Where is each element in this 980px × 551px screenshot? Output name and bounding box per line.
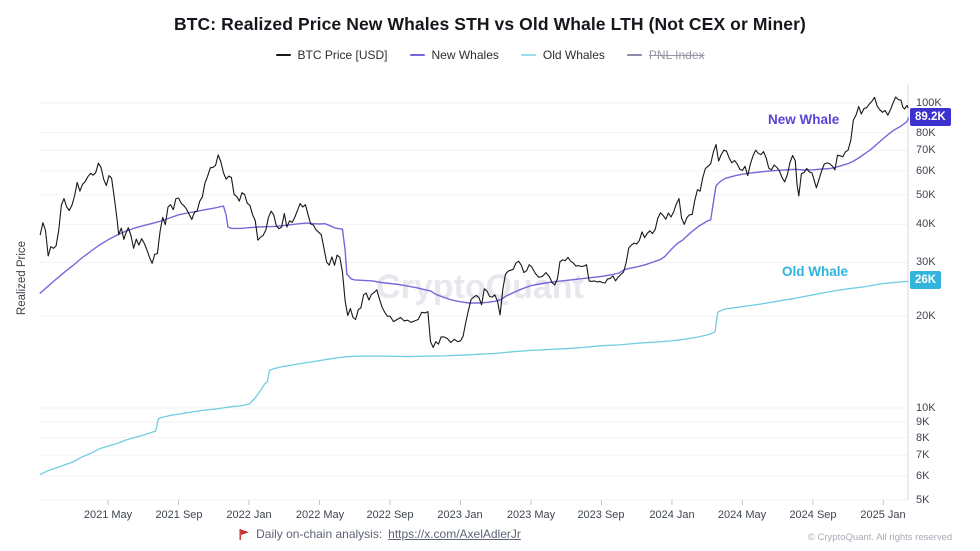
legend-dash-icon: [409, 54, 425, 56]
y-axis-tick-label: 100K: [916, 97, 942, 109]
y-axis-tick-label: 50K: [916, 189, 936, 201]
x-axis-tick-label: 2025 Jan: [860, 509, 906, 521]
legend: BTC Price [USD] New Whales Old Whales PN…: [0, 48, 980, 62]
x-axis-tick-label: 2022 May: [295, 509, 345, 521]
x-axis-tick-label: 2022 Jan: [226, 509, 272, 521]
legend-item-new-whales[interactable]: New Whales: [409, 48, 499, 62]
legend-item-pnl-index[interactable]: PNL Index: [626, 48, 705, 62]
legend-label: BTC Price [USD]: [297, 48, 388, 62]
y-axis-tick-label: 8K: [916, 432, 930, 444]
y-axis-tick-label: 40K: [916, 218, 936, 230]
old-whale-annotation: Old Whale: [782, 264, 849, 279]
legend-dash-icon: [275, 54, 291, 56]
legend-label: New Whales: [431, 48, 499, 62]
new-whale-value-badge: 89.2K: [910, 108, 951, 126]
x-axis-tick-label: 2023 Jan: [437, 509, 483, 521]
x-axis-tick-label: 2023 May: [506, 509, 556, 521]
analysis-link[interactable]: https://x.com/AxelAdlerJr: [388, 527, 521, 541]
y-axis-tick-label: 80K: [916, 127, 936, 139]
analysis-label: Daily on-chain analysis:: [256, 527, 383, 541]
y-axis-tick-label: 30K: [916, 256, 936, 268]
legend-dash-icon: [520, 54, 536, 56]
x-axis-tick-label: 2022 Sep: [366, 509, 414, 521]
legend-label: Old Whales: [542, 48, 605, 62]
footer-note: Daily on-chain analysis: https://x.com/A…: [0, 527, 760, 541]
x-axis-tick-label: 2024 Sep: [789, 509, 837, 521]
new-whale-annotation: New Whale: [768, 112, 840, 127]
x-axis-tick-label: 2021 May: [83, 509, 133, 521]
x-axis-tick-label: 2021 Sep: [155, 509, 203, 521]
y-axis-tick-label: 7K: [916, 449, 930, 461]
y-axis-tick-label: 60K: [916, 165, 936, 177]
y-axis-tick-label: 10K: [916, 402, 936, 414]
y-axis-tick-label: 20K: [916, 310, 936, 322]
copyright-text: © CryptoQuant. All rights reserved: [807, 532, 953, 543]
y-axis-tick-label: 6K: [916, 470, 930, 482]
y-axis-tick-label: 70K: [916, 144, 936, 156]
old-whale-value-badge: 26K: [910, 271, 942, 289]
legend-dash-icon: [626, 54, 642, 56]
x-axis-tick-label: 2024 May: [717, 509, 767, 521]
y-axis-tick-label: 5K: [916, 494, 930, 506]
legend-item-old-whales[interactable]: Old Whales: [520, 48, 605, 62]
chart-title: BTC: Realized Price New Whales STH vs Ol…: [174, 14, 806, 34]
old-whales-line: [39, 280, 909, 476]
x-axis-tick-label: 2024 Jan: [649, 509, 695, 521]
btc-price-line: [39, 96, 909, 348]
x-axis-tick-label: 2023 Sep: [577, 509, 625, 521]
flag-icon: [239, 528, 250, 540]
legend-item-btc-price[interactable]: BTC Price [USD]: [275, 48, 388, 62]
legend-label: PNL Index: [648, 48, 705, 62]
y-axis-tick-label: 9K: [916, 416, 930, 428]
